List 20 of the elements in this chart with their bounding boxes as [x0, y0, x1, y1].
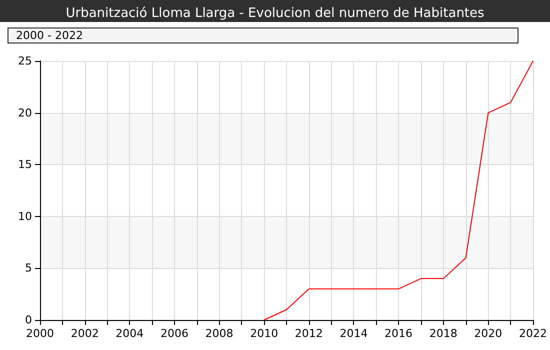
x-tick-label: 2008 [205, 327, 234, 340]
x-tick-label: 2012 [294, 327, 323, 340]
y-tick-label: 0 [25, 314, 32, 326]
x-tick-label: 2010 [250, 327, 278, 340]
chart-title: Urbanització Lloma Llarga - Evolucion del numero de Habitantes [66, 6, 485, 21]
x-tick-label: 2016 [384, 327, 413, 340]
x-tick-label: 2006 [160, 327, 188, 340]
x-tick-label: 2000 [26, 327, 54, 340]
x-tick-label: 2002 [70, 327, 99, 340]
x-tick-label: 2018 [429, 327, 458, 340]
x-tick-label: 2004 [116, 327, 144, 340]
y-tick-label: 10 [18, 210, 32, 223]
y-tick-label: 15 [18, 158, 32, 172]
x-tick-label: 2020 [474, 327, 502, 340]
chart-subtitle: 2000 - 2022 [16, 29, 83, 42]
x-tick-label: 2014 [340, 327, 368, 340]
y-tick-label: 20 [18, 106, 32, 120]
y-tick-label: 5 [25, 262, 32, 275]
y-tick-label: 25 [18, 54, 32, 68]
x-tick-label: 2022 [519, 327, 548, 340]
